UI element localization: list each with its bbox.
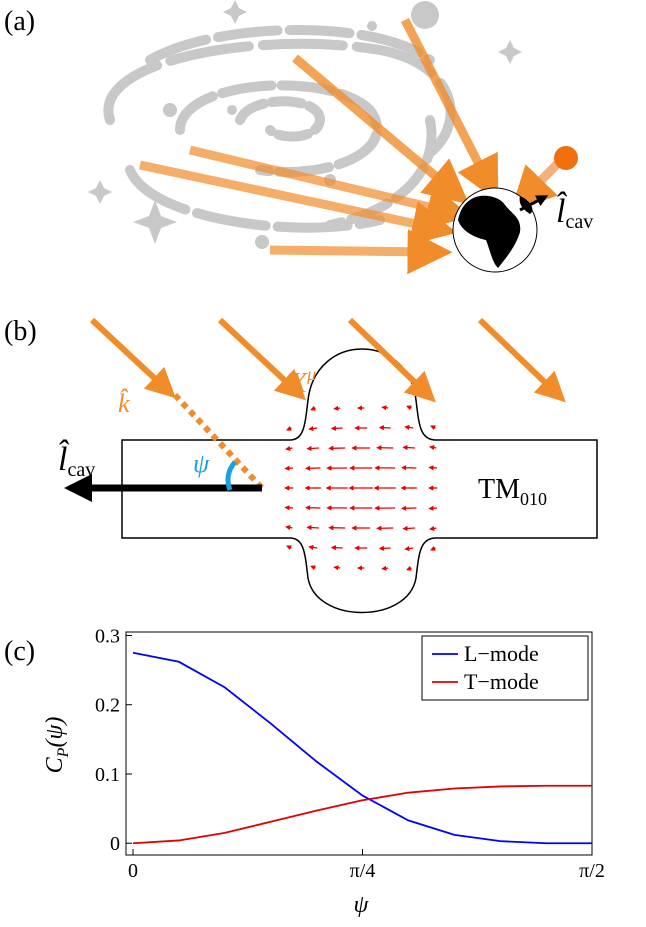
series-line <box>133 786 592 843</box>
y-tick-label: 0.2 <box>95 695 120 717</box>
field-arrow <box>432 447 437 448</box>
psi-label: ψ <box>193 449 210 478</box>
field-arrows <box>287 407 438 569</box>
field-arrow <box>309 448 319 449</box>
legend-label: T−mode <box>464 669 539 694</box>
field-arrow <box>384 568 388 569</box>
y-tick-label: 0 <box>110 833 120 855</box>
field-arrow <box>408 568 411 569</box>
panel-label: (c) <box>4 636 35 667</box>
y-axis-label: CP(ψ) <box>42 717 72 774</box>
earth <box>453 188 537 272</box>
field-arrow <box>407 427 414 428</box>
field-arrow <box>288 428 291 429</box>
source-dot <box>554 146 578 170</box>
y-label-rest: (ψ) <box>42 717 68 748</box>
l-sub: cav <box>67 459 95 481</box>
legend-label: L−mode <box>464 641 539 666</box>
panel-label: (a) <box>4 6 35 37</box>
x-tick-label: π/4 <box>350 860 376 882</box>
field-arrow <box>405 528 415 529</box>
l-sub: cav <box>565 211 593 233</box>
x-tick-label: 0 <box>128 860 138 882</box>
mode-label: TM010 <box>478 474 547 509</box>
field-arrow <box>309 527 319 528</box>
field-arrow <box>288 527 293 528</box>
y-label-sub: P <box>55 747 72 758</box>
cavity <box>122 349 597 613</box>
panel-label: (b) <box>4 316 37 347</box>
mode: TM <box>478 474 520 505</box>
y-label: C <box>42 756 68 773</box>
mu: μ <box>306 364 316 384</box>
field-arrow <box>312 408 315 409</box>
field-arrow <box>407 548 414 549</box>
figure: (a) l̂cav (b) <box>0 0 646 922</box>
field-arrow <box>336 408 340 409</box>
field-arrow <box>432 528 437 529</box>
field-arrow <box>408 407 411 408</box>
field-arrow <box>432 427 435 428</box>
dm-arrows <box>92 320 555 488</box>
l-cav-label: l̂cav <box>556 191 593 233</box>
k-hat: k̂ <box>118 389 130 418</box>
field-arrow <box>432 548 435 549</box>
l-cav-label: l̂cav <box>58 439 95 481</box>
x-mu-label: Xμ <box>289 364 316 399</box>
x-tick-label: π/2 <box>579 860 605 882</box>
field-arrow <box>384 407 388 408</box>
y-tick-label: 0.1 <box>95 764 120 786</box>
mode-sub: 010 <box>520 489 547 509</box>
y-tick-label: 0.3 <box>95 625 120 647</box>
field-arrow <box>311 428 318 429</box>
field-arrow <box>288 448 293 449</box>
chart: 0 0.1 0.2 0.3 0 π/4 π/2 L−mode T−mode <box>95 625 605 882</box>
x: X <box>289 368 308 399</box>
field-arrow <box>336 567 340 568</box>
field-arrow <box>405 447 415 448</box>
field-arrow <box>312 567 315 568</box>
field-arrow <box>288 547 291 548</box>
x-axis-label: ψ <box>354 892 370 918</box>
field-arrow <box>311 547 318 548</box>
